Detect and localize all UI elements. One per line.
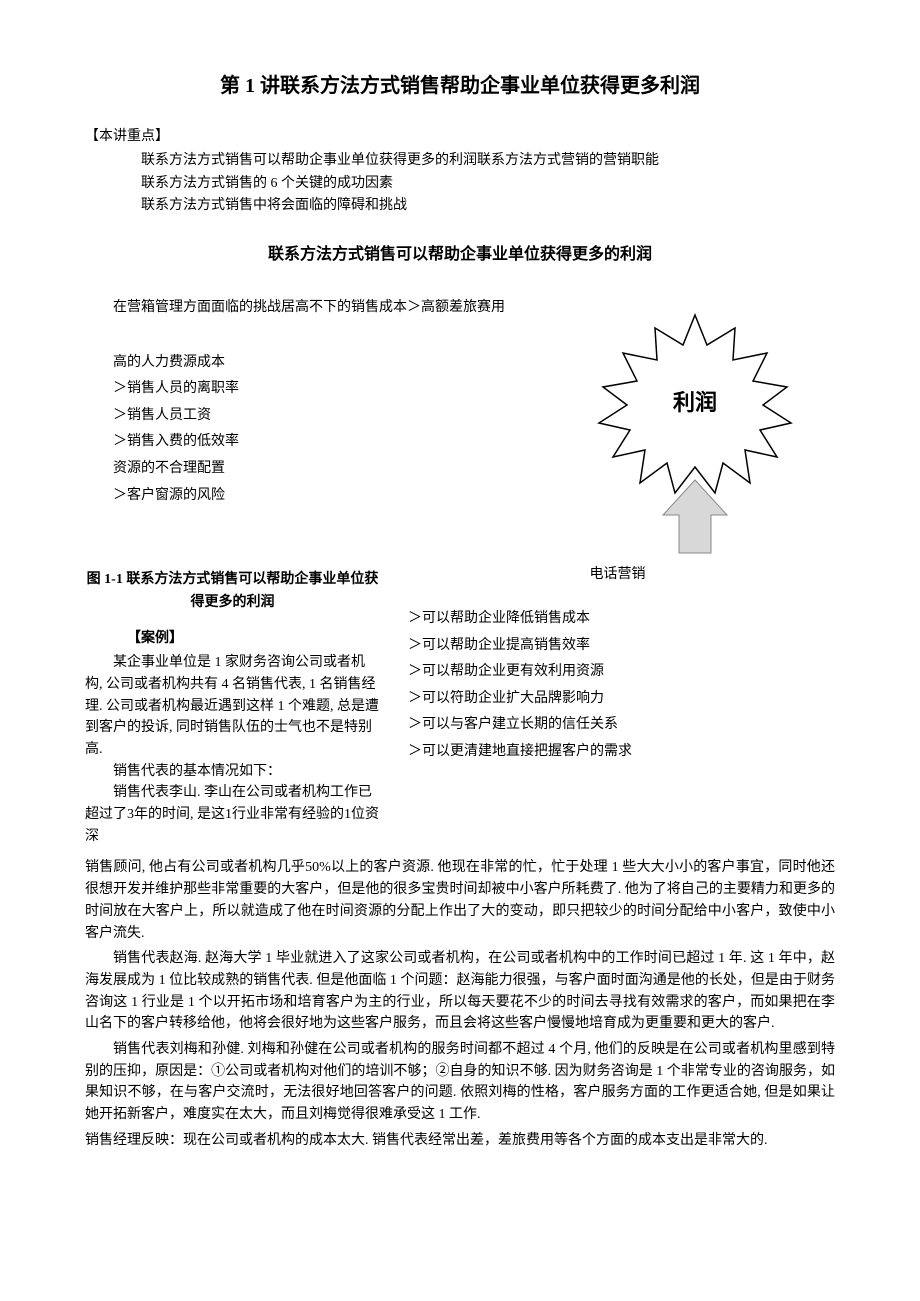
profit-label: 利润	[673, 390, 717, 415]
cost-item: ＞销售人员的离职率	[113, 376, 380, 403]
case-label: 【案例】	[85, 628, 380, 650]
sub-title: 联系方法方式销售可以帮助企事业单位获得更多的利润	[85, 242, 835, 268]
benefit-item: ＞可以与客户建立长期的信任关系	[408, 712, 835, 739]
benefits-list: ＞可以帮助企业降低销售成本 ＞可以帮助企业提高销售效率 ＞可以帮助企业更有效利用…	[400, 606, 835, 766]
body-para-3: 销售代表刘梅和孙健. 刘梅和孙健在公司或者机构的服务时间都不超过 4 个月, 他…	[85, 1039, 835, 1126]
case-intro-2: 销售代表的基本情况如下：	[85, 761, 380, 783]
cost-list: 高的人力费源成本 ＞销售人员的离职率 ＞销售人员工资 ＞销售入费的低效率 资源的…	[85, 350, 380, 510]
cost-item: ＞销售入费的低效率	[113, 429, 380, 456]
benefit-item: ＞可以更清建地直接把握客户的需求	[408, 739, 835, 766]
key-points-list: 联系方法方式销售可以帮助企事业单位获得更多的利润联系方法方式营销的营销职能 联系…	[85, 150, 835, 217]
benefit-item: ＞可以帮助企业降低销售成本	[408, 606, 835, 633]
figure-caption: 图 1-1 联系方法方式销售可以帮助企事业单位获得更多的利润	[85, 569, 380, 614]
case-intro-3: 销售代表李山. 李山在公司或者机构工作已超过了3年的时间, 是这1行业非常有经验…	[85, 782, 380, 847]
cost-item: ＞客户窗源的风险	[113, 483, 380, 510]
key-point-item: 联系方法方式销售中将会面临的障碍和挑战	[141, 195, 835, 217]
benefit-item: ＞可以符助企业扩大品牌影响力	[408, 686, 835, 713]
cost-item: 资源的不合理配置	[113, 456, 380, 483]
benefit-item: ＞可以帮助企业更有效利用资源	[408, 659, 835, 686]
body-para-1: 销售顾问, 他占有公司或者机构几乎50%以上的客户资源. 他现在非常的忙，忙于处…	[85, 857, 835, 944]
cost-item: 高的人力费源成本	[113, 350, 380, 377]
up-arrow-icon	[663, 480, 727, 553]
cost-item: ＞销售人员工资	[113, 403, 380, 430]
benefit-item: ＞可以帮助企业提高销售效率	[408, 633, 835, 660]
main-title: 第 1 讲联系方法方式销售帮助企事业单位获得更多利润	[85, 70, 835, 102]
key-points-label: 【本讲重点】	[85, 126, 835, 148]
case-intro-1: 某企事业单位是 1 家财务咨询公司或者机构, 公司或者机构共有 4 名销售代表,…	[85, 652, 380, 760]
diagram-svg: 利润	[565, 295, 825, 555]
body-para-4: 销售经理反映：现在公司或者机构的成本太大. 销售代表经常出差，差旅费用等各个方面…	[85, 1130, 835, 1152]
profit-diagram: 利润	[400, 350, 835, 570]
key-point-item: 联系方法方式销售的 6 个关键的成功因素	[141, 173, 835, 195]
body-para-2: 销售代表赵海. 赵海大学 1 毕业就进入了这家公司或者机构，在公司或者机构中的工…	[85, 948, 835, 1035]
key-point-item: 联系方法方式销售可以帮助企事业单位获得更多的利润联系方法方式营销的营销职能	[141, 150, 835, 172]
